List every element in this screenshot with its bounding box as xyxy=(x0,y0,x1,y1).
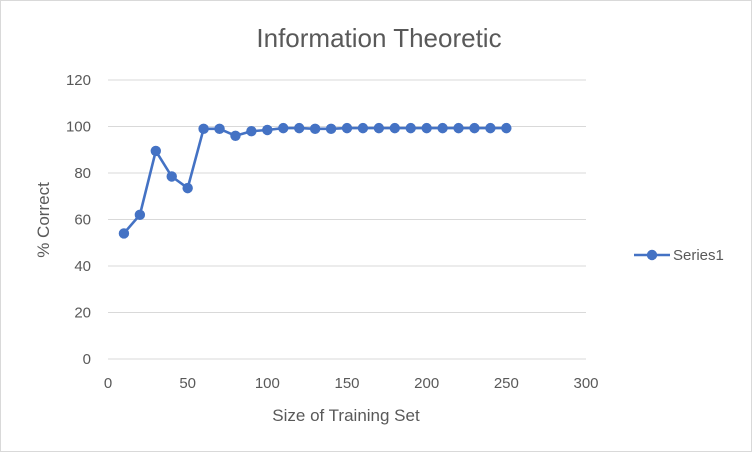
data-point xyxy=(214,123,225,135)
data-point xyxy=(357,122,369,134)
y-tick-label: 0 xyxy=(83,351,91,368)
data-point xyxy=(150,145,161,157)
x-tick-label: 300 xyxy=(573,375,598,392)
data-point xyxy=(485,122,496,134)
data-point xyxy=(166,171,177,182)
x-tick-label: 200 xyxy=(414,375,439,392)
data-point xyxy=(373,122,385,134)
chart-title: Information Theoretic xyxy=(256,23,501,53)
data-point xyxy=(198,123,209,135)
legend: Series1 xyxy=(634,247,724,264)
data-point xyxy=(421,122,432,134)
y-tick-label: 120 xyxy=(66,72,91,89)
data-point xyxy=(230,130,241,141)
legend-marker xyxy=(646,249,658,261)
data-point xyxy=(469,122,480,134)
y-tick-label: 40 xyxy=(74,258,91,275)
y-tick-label: 20 xyxy=(74,305,91,322)
y-tick-label: 100 xyxy=(66,119,91,136)
x-tick-label: 0 xyxy=(104,375,112,392)
y-tick-label: 60 xyxy=(74,212,91,229)
data-point xyxy=(309,123,321,135)
x-tick-label: 250 xyxy=(494,375,519,392)
data-point xyxy=(501,122,512,134)
data-point xyxy=(405,122,416,134)
data-point xyxy=(262,124,273,136)
x-tick-label: 50 xyxy=(179,375,196,392)
y-tick-label: 80 xyxy=(74,165,91,182)
data-point xyxy=(182,182,193,194)
series-line xyxy=(122,126,507,235)
x-axis-title: Size of Training Set xyxy=(272,406,420,425)
y-axis-ticks: 0 20 40 60 80 100 120 xyxy=(66,72,91,368)
data-point xyxy=(389,122,400,134)
series-layer xyxy=(118,122,512,239)
data-point xyxy=(341,122,353,134)
data-point xyxy=(453,122,464,134)
gridlines xyxy=(108,79,586,360)
data-point xyxy=(325,123,337,135)
x-tick-label: 100 xyxy=(255,375,280,392)
data-point xyxy=(246,125,257,137)
x-tick-label: 150 xyxy=(334,375,359,392)
data-point xyxy=(134,209,146,221)
x-axis-ticks: 0 50 100 150 200 250 300 xyxy=(104,375,599,392)
data-point xyxy=(437,122,448,134)
data-point xyxy=(118,228,130,239)
data-point xyxy=(294,122,305,134)
data-point xyxy=(278,122,289,134)
y-axis-title: % Correct xyxy=(34,182,53,258)
legend-label: Series1 xyxy=(673,247,724,264)
